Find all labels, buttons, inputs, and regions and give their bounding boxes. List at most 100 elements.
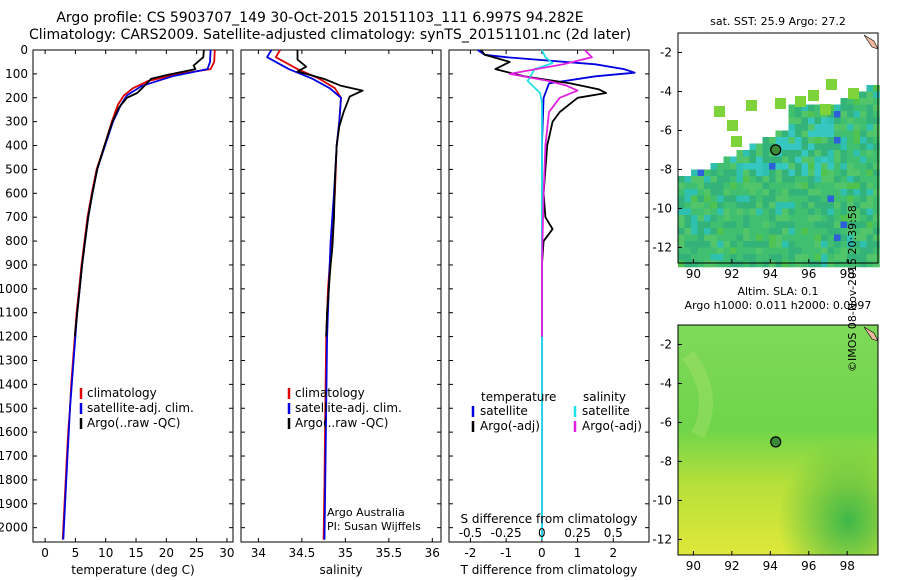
sst-cell <box>704 202 711 209</box>
sst-cell <box>717 182 724 190</box>
sst-cell <box>743 163 750 170</box>
sst-cell <box>827 182 835 190</box>
sst-cell <box>730 176 737 183</box>
sst-cell <box>678 241 685 248</box>
sst-cell <box>710 189 718 196</box>
sst-cell <box>847 143 854 151</box>
sst-cell <box>730 163 737 170</box>
sst-cell <box>736 215 744 222</box>
sst-cell <box>762 221 770 229</box>
sst-cell <box>756 247 763 255</box>
sst-cell <box>801 208 809 216</box>
sst-cell <box>814 176 822 183</box>
sst-cell <box>860 202 867 209</box>
sst-cell <box>782 254 789 261</box>
sst-cell <box>749 241 757 248</box>
sst-cell <box>834 182 841 190</box>
sst-cell <box>873 91 880 99</box>
series-line-salinity-argo-adj- <box>508 49 593 337</box>
sst-cell <box>782 176 789 183</box>
sst-cell <box>821 208 828 216</box>
sst-cell <box>814 163 822 170</box>
sst-map-frame <box>677 32 879 264</box>
sst-cell <box>678 176 685 183</box>
sst-cell <box>756 176 763 183</box>
x-tick-label: 35 <box>338 546 353 560</box>
sst-cell <box>697 189 705 196</box>
sst-cell <box>691 247 698 255</box>
sst-cell <box>782 150 789 157</box>
x-top-tick-label: -0.25 <box>491 526 522 540</box>
sst-cell <box>860 208 867 216</box>
sst-cell <box>756 228 763 235</box>
y-tick-label: 800 <box>5 234 28 248</box>
sst-cell <box>710 176 718 183</box>
y-tick-label: 1300 <box>0 353 28 367</box>
sst-cell <box>801 143 809 151</box>
sst-cell <box>821 247 828 255</box>
sst-cell <box>821 215 828 222</box>
sst-cell <box>756 208 763 216</box>
sst-cell <box>866 124 874 131</box>
sst-cell <box>873 104 880 112</box>
sst-cell <box>860 247 867 255</box>
sst-cell <box>808 111 815 118</box>
sst-cell <box>717 234 724 242</box>
y-tick-label: 1500 <box>0 401 28 415</box>
sst-cell <box>808 176 815 183</box>
sst-cell <box>717 254 724 261</box>
x-tick-label: 10 <box>98 546 113 560</box>
sst-cell <box>775 215 783 222</box>
sst-cell <box>821 130 828 138</box>
sst-cell <box>808 208 815 216</box>
sst-cell <box>743 189 750 196</box>
sst-cell <box>769 221 776 229</box>
x-tick-label: 36 <box>425 546 440 560</box>
sst-cell <box>795 234 802 242</box>
x-tick-label: 0 <box>538 546 546 560</box>
series-line-climatology <box>61 49 216 540</box>
sst-cell <box>847 202 854 209</box>
sst-cell <box>840 260 848 268</box>
figure-title-line1: Argo profile: CS 5903707_149 30-Oct-2015… <box>56 10 584 26</box>
sst-cell <box>730 260 737 268</box>
sst-cell <box>814 130 822 138</box>
sst-cell <box>788 156 796 164</box>
sst-cell <box>756 150 763 157</box>
sst-cell <box>691 169 698 177</box>
sst-cell <box>743 254 750 261</box>
sst-cell <box>814 189 822 196</box>
timestamp-stamp: ©IMOS 08-Nov-2015 20:39:58 <box>846 205 859 372</box>
sst-cell <box>801 104 809 112</box>
sst-cell <box>873 228 880 235</box>
sst-cell <box>697 221 705 229</box>
sst-cell <box>697 228 705 235</box>
sst-cell <box>866 202 874 209</box>
sst-cell <box>840 247 848 255</box>
sst-cell <box>736 208 744 216</box>
sst-cell <box>723 182 731 190</box>
sst-cell <box>795 182 802 190</box>
sst-cell <box>743 176 750 183</box>
legend-label: satellite-adj. clim. <box>295 401 402 415</box>
sst-cell <box>775 182 783 190</box>
sst-cell <box>684 234 692 242</box>
sst-cell <box>704 221 711 229</box>
sst-cell <box>788 130 796 138</box>
sst-cell <box>736 254 744 261</box>
sst-cell <box>795 104 802 112</box>
sst-cell <box>866 85 874 92</box>
sst-cell <box>762 176 770 183</box>
sst-cell <box>860 182 867 190</box>
sst-cell <box>775 195 783 203</box>
sst-cell <box>743 260 750 268</box>
legend-label: climatology <box>295 386 365 400</box>
sst-cell <box>691 228 698 235</box>
sst-cell <box>678 195 685 203</box>
y-tick-label: -2 <box>660 45 672 59</box>
sst-cell <box>788 137 796 144</box>
series-line-climatology <box>274 49 342 540</box>
sst-cell <box>756 215 763 222</box>
sst-cell <box>827 176 835 183</box>
sst-cell <box>834 156 841 164</box>
